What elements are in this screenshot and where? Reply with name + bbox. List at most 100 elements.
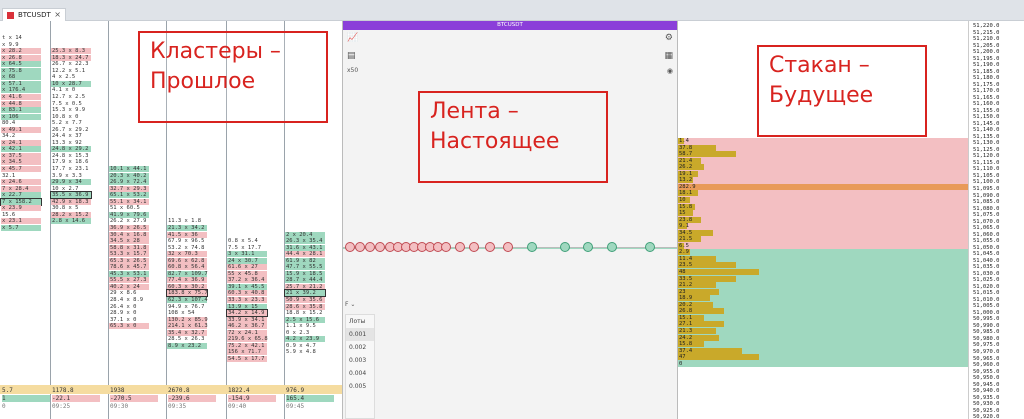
price-label: 51,025.0 [973, 277, 1000, 284]
tape-trade-bubble[interactable] [527, 242, 537, 252]
cluster-cell: 26.7 x 29.2 [52, 126, 89, 133]
lot-option[interactable]: 0.005 [349, 383, 367, 390]
cluster-cell: 17.7 x 23.1 [52, 166, 89, 172]
cluster-cell: 28.4 x 8.9 [110, 297, 144, 303]
bid-volume: 24.2 [679, 334, 693, 341]
price-label: 50,975.0 [973, 342, 1000, 349]
cluster-footer-time: 09:45 [286, 403, 305, 410]
cluster-cell: 94.9 x 76.7 [168, 303, 205, 310]
order-book[interactable]: 1.4 37.8 58.7 21.4 26.2 19.1 13.2 282.9 18.1 10 15… [677, 21, 968, 419]
price-label: 50,940.0 [973, 388, 1000, 395]
price-label: 51,145.0 [973, 120, 1000, 127]
cluster-footer-time: 09:25 [52, 403, 71, 410]
tape-trade-bubble[interactable] [365, 242, 375, 252]
cluster-cell: 15.9 x 18.5 [285, 270, 325, 277]
cluster-cell: 4.1 x 0 [52, 87, 76, 94]
tape-trade-bubble[interactable] [441, 242, 451, 252]
cluster-cell: 72 x 24.1 [227, 329, 267, 336]
tape-trade-bubble[interactable] [645, 242, 655, 252]
price-label: 51,115.0 [973, 159, 1000, 166]
price-label: 51,110.0 [973, 166, 1000, 173]
cluster-cell: 0 x 2.3 [286, 329, 310, 336]
bid-volume: 20.2 [679, 301, 693, 308]
tape-trade-bubble[interactable] [355, 242, 365, 252]
cluster-cell: x 64.5 [1, 61, 41, 68]
ask-volume: 9.1 [679, 223, 689, 230]
cluster-cell: 50.9 x 35.6 [285, 297, 325, 303]
bid-volume-bar [678, 321, 725, 328]
cluster-cell: 65.3 x 26.5 [109, 257, 149, 264]
cluster-footer-time: 09:30 [110, 403, 129, 410]
ask-volume: 19.1 [679, 170, 693, 177]
cluster-cell: 18.8 x 15.2 [286, 310, 323, 317]
filter-select[interactable]: F ⌄ [345, 301, 356, 308]
tape-panel[interactable]: BTCUSDT 📈 ▤ x50 ⚙ ▦ ◉ F ⌄ Лоты 0.001 0.0… [342, 21, 677, 419]
price-label: 51,055.0 [973, 238, 1000, 245]
price-label: 51,015.0 [973, 290, 1000, 297]
price-label: 51,080.0 [973, 205, 1000, 212]
cluster-cell: x 28.2 [1, 48, 41, 55]
cluster-divider [108, 21, 109, 419]
bid-volume: 21.2 [679, 282, 693, 289]
tape-trade-bubble[interactable] [583, 242, 593, 252]
cluster-cell: 60.3 x 40.8 [227, 290, 267, 297]
cluster-footer-delta: -239.6 [168, 395, 216, 402]
price-label: 51,155.0 [973, 107, 1000, 114]
cluster-cell: 54.5 x 17.7 [227, 355, 267, 362]
ask-volume: 13.2 [679, 177, 693, 184]
chart-icon[interactable]: 📈 [347, 33, 359, 43]
tape-trade-bubble[interactable] [560, 242, 570, 252]
price-label: 51,105.0 [973, 172, 1000, 179]
calculator-icon[interactable]: ▦ [664, 51, 673, 61]
cluster-cell: 32 x 70.3 [167, 251, 207, 258]
price-axis[interactable]: 51,220.0 51,215.0 51,210.0 51,205.0 51,200.0… [968, 21, 1024, 419]
cluster-cell: 5.9 x 4.8 [286, 349, 316, 356]
lot-option[interactable]: 0.004 [349, 370, 367, 377]
lot-option[interactable]: 0.003 [349, 357, 367, 364]
tape-trade-bubble[interactable] [485, 242, 495, 252]
tape-trade-bubble[interactable] [503, 242, 513, 252]
close-tab-icon[interactable]: × [54, 10, 61, 19]
lot-option[interactable]: 0.001 [346, 328, 374, 341]
bid-volume: 37.4 [679, 347, 693, 354]
price-label: 51,100.0 [973, 179, 1000, 186]
tape-trade-bubble[interactable] [455, 242, 465, 252]
tab-btcusdt[interactable]: BTCUSDT × [2, 8, 66, 21]
tape-trade-bubble[interactable] [345, 242, 355, 252]
cluster-footer-total: 2670.8 [168, 387, 190, 394]
annotation-dom-line2: Будущее [769, 83, 874, 108]
cluster-cell: 40.2 x 24 [109, 283, 149, 290]
ask-volume-bar [678, 229, 713, 236]
cluster-cell: 17.9 x 18.6 [52, 159, 89, 166]
cluster-cell: 10 x 2.7 [52, 185, 79, 192]
cluster-chart[interactable]: t x 14 x 9.9 x 28.2 x 26.8 x 64.5 x 75.8 x 68 x… [0, 21, 342, 419]
tape-trade-bubble[interactable] [607, 242, 617, 252]
ask-volume: 18.1 [679, 190, 693, 197]
cluster-cell: x 37.5 [1, 152, 41, 159]
annotation-dom-line1: Стакан – [769, 53, 870, 78]
cluster-cell: x 22.7 [1, 192, 41, 199]
ask-volume-bar [678, 144, 716, 151]
eye-icon[interactable]: ◉ [666, 67, 673, 75]
cluster-cell: 55 x 45.8 [227, 270, 267, 277]
cluster-cell: 32.7 x 29.3 [109, 185, 149, 192]
cluster-cell: 13.3 x 92 [52, 139, 82, 146]
cluster-divider [166, 21, 167, 419]
tape-trade-bubble[interactable] [469, 242, 479, 252]
annotation-clusters-line2: Прошлое [150, 69, 256, 94]
cluster-cell: 42.9 x 18.3 [51, 198, 91, 205]
gear-icon[interactable]: ⚙ [664, 33, 673, 43]
cluster-cell: 7.5 x 17.7 [228, 244, 262, 251]
bid-volume-bar [678, 327, 716, 334]
annotation-dom: Стакан – Будущее [757, 45, 927, 137]
price-label: 51,075.0 [973, 212, 1000, 219]
annotation-tape-line2: Настоящее [430, 129, 560, 154]
list-icon[interactable]: ▤ [347, 51, 356, 61]
price-label: 51,050.0 [973, 244, 1000, 251]
price-label: 50,950.0 [973, 375, 1000, 382]
tape-trade-bubble[interactable] [375, 242, 385, 252]
lot-option[interactable]: 0.002 [349, 344, 367, 351]
price-label: 50,930.0 [973, 401, 1000, 408]
price-label: 51,135.0 [973, 133, 1000, 140]
cluster-cell: 28.2 x 15.2 [51, 211, 91, 218]
